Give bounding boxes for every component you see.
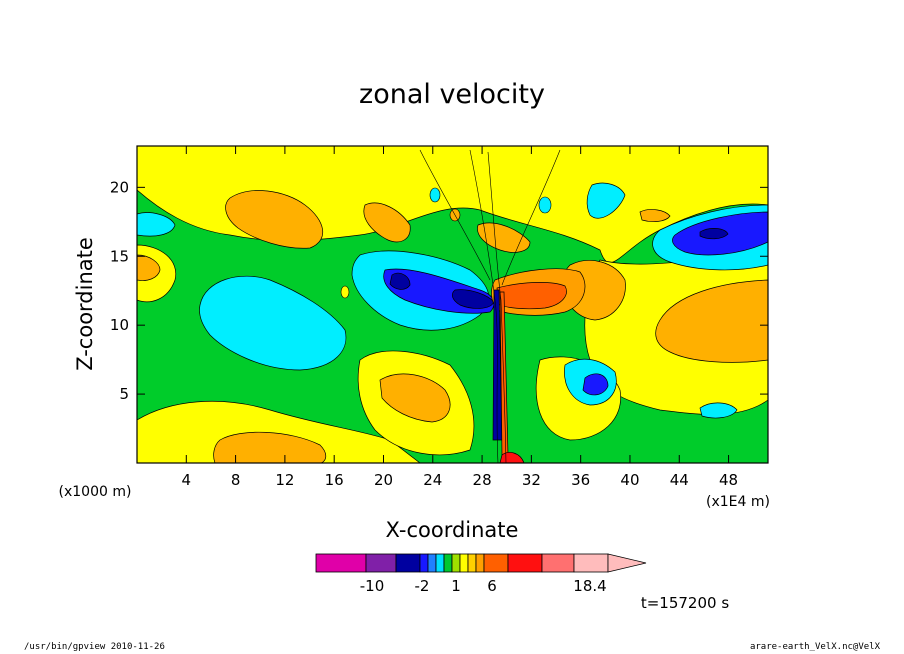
field-cyan-left-small bbox=[137, 212, 176, 237]
field-orange-center-low bbox=[379, 373, 451, 423]
colorbar-swatch bbox=[459, 553, 469, 573]
colorbar-swatch bbox=[541, 553, 575, 573]
field-blue-right-lower bbox=[582, 373, 609, 396]
colorbar-tick-label: 1 bbox=[451, 577, 461, 595]
colorbar-swatch bbox=[427, 553, 437, 573]
y-axis-label: Z-coordinate bbox=[73, 237, 97, 371]
x-tick-label: 48 bbox=[719, 471, 738, 489]
x-tick-label: 36 bbox=[571, 471, 590, 489]
colorbar-swatch bbox=[467, 553, 477, 573]
x-tick-label: 8 bbox=[231, 471, 241, 489]
y-tick-label: 15 bbox=[110, 247, 129, 265]
x-tick-label: 40 bbox=[620, 471, 639, 489]
colorbar-swatch bbox=[443, 553, 453, 573]
x-unit-note: (x1E4 m) bbox=[706, 494, 770, 510]
field-navy-right bbox=[699, 228, 729, 240]
field-yellow-left-lower bbox=[137, 400, 421, 463]
field-cyan-fleck-2 bbox=[538, 196, 552, 214]
colorbar-swatch bbox=[507, 553, 543, 573]
field-orange-left-edge bbox=[137, 254, 161, 281]
contour-lines bbox=[419, 149, 561, 463]
y-axis-ticks: 5 10 15 20 bbox=[110, 178, 768, 403]
x-tick-label: 20 bbox=[374, 471, 393, 489]
footer-left: /usr/bin/gpview 2010-11-26 bbox=[24, 642, 165, 652]
field-cyan-left-big bbox=[199, 275, 347, 371]
y-tick-label: 5 bbox=[119, 385, 129, 403]
colorbar-swatch bbox=[435, 553, 445, 573]
x-tick-label: 44 bbox=[670, 471, 689, 489]
field-green-fleck-1 bbox=[340, 285, 350, 299]
colorbar-extension bbox=[607, 553, 647, 573]
chart-title: zonal velocity bbox=[359, 79, 545, 110]
x-tick-label: 16 bbox=[325, 471, 344, 489]
y-tick-label: 20 bbox=[110, 178, 129, 196]
colorbar-swatch bbox=[451, 553, 461, 573]
colorbar-tick-label: -10 bbox=[360, 577, 385, 595]
colorbar-tick-label: 18.4 bbox=[573, 577, 606, 595]
field-orange-right-big bbox=[655, 279, 768, 363]
colorbar-tick-label: -2 bbox=[415, 577, 430, 595]
x-tick-label: 12 bbox=[275, 471, 294, 489]
x-axis-label: X-coordinate bbox=[386, 518, 519, 542]
field-orange-top-left bbox=[225, 190, 324, 249]
y-tick-label: 10 bbox=[110, 316, 129, 334]
x-tick-label: 24 bbox=[423, 471, 442, 489]
x-tick-label: 28 bbox=[473, 471, 492, 489]
x-tick-label: 32 bbox=[522, 471, 541, 489]
colorbar bbox=[315, 553, 647, 573]
field-orange-upper-center bbox=[363, 202, 411, 243]
colorbar-swatch bbox=[475, 553, 485, 573]
time-label: t=157200 s bbox=[641, 594, 729, 612]
y-unit-note: (x1000 m) bbox=[59, 484, 132, 500]
field-cyan-upper-right bbox=[586, 182, 626, 219]
field-darkorange-jet bbox=[496, 282, 567, 310]
field-cyan-fleck-1 bbox=[429, 187, 441, 203]
colorbar-swatch bbox=[365, 553, 397, 573]
footer-right: arare-earth_VelX.nc@VelX bbox=[749, 642, 880, 652]
plot-area bbox=[137, 146, 768, 463]
colorbar-tick-label: 6 bbox=[487, 577, 497, 595]
x-tick-label: 4 bbox=[182, 471, 192, 489]
colorbar-swatch bbox=[483, 553, 509, 573]
x-axis-ticks: 4 8 12 16 20 24 28 32 36 40 44 48 bbox=[182, 146, 738, 489]
colorbar-swatch bbox=[315, 553, 367, 573]
colorbar-swatch bbox=[395, 553, 421, 573]
colorbar-swatch bbox=[419, 553, 429, 573]
colorbar-labels: -10 -2 1 6 18.4 bbox=[360, 577, 607, 595]
field-navy-jet bbox=[451, 289, 495, 309]
field-cyan-right-small bbox=[699, 402, 738, 419]
field-navy-small bbox=[389, 272, 411, 290]
plot-frame bbox=[136, 145, 769, 464]
colorbar-swatch bbox=[573, 553, 609, 573]
field-orange-upper-right bbox=[477, 222, 531, 253]
field-orange-right-small bbox=[639, 209, 671, 222]
field-orange-bottom-left bbox=[213, 431, 327, 463]
